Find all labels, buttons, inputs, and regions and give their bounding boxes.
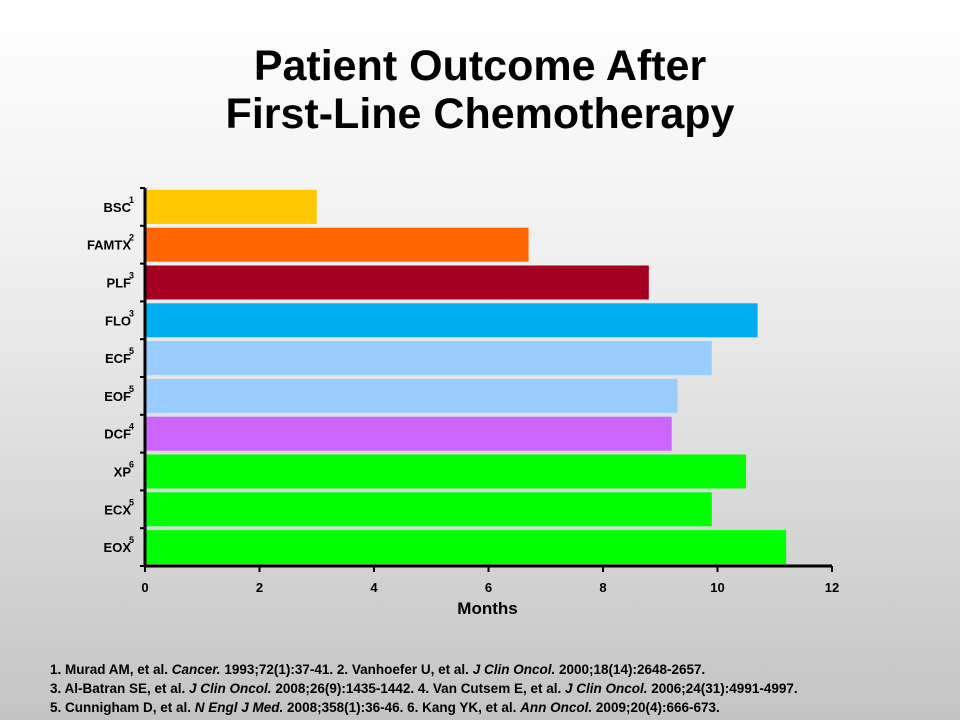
x-tick-label: 12 [825, 580, 839, 595]
reference-superscript: 5 [129, 535, 134, 545]
x-tick-label: 4 [370, 580, 378, 595]
reference-text: 1. Murad AM, et al. [50, 662, 172, 677]
reference-text: 5. Cunnigham D, et al. [50, 700, 195, 715]
title-line-1: Patient Outcome After [253, 42, 707, 90]
bar-dcf [145, 416, 672, 451]
reference-text: 2000;18(14):2648-2657. [555, 662, 706, 677]
category-label: ECX [104, 502, 131, 517]
bar-flo [145, 303, 758, 338]
x-tick-label: 0 [141, 580, 148, 595]
bar-ecx [145, 492, 712, 527]
reference-superscript: 3 [129, 271, 134, 281]
reference-text: 2008;358(1):36-46. 6. Kang YK, et al. [283, 700, 521, 715]
category-label: BSC [104, 200, 132, 215]
reference-superscript: 2 [129, 233, 134, 243]
reference-text: 2009;20(4):666-673. [592, 700, 720, 715]
category-label: XP [114, 465, 132, 480]
bar-ecf [145, 341, 712, 376]
x-tick-label: 6 [485, 580, 492, 595]
category-label: FLO [105, 313, 131, 328]
reference-line: 5. Cunnigham D, et al. N Engl J Med. 200… [50, 698, 950, 717]
bar-bsc [145, 189, 317, 224]
journal-name: Cancer. [171, 662, 221, 677]
reference-superscript: 5 [129, 384, 134, 394]
bar-xp [145, 454, 747, 489]
references: 1. Murad AM, et al. Cancer. 1993;72(1):3… [50, 660, 950, 717]
x-tick-label: 10 [710, 580, 724, 595]
category-label: EOX [104, 540, 132, 555]
reference-superscript: 3 [129, 308, 134, 318]
reference-text: 3. Al-Batran SE, et al. [50, 681, 190, 696]
bar-plf [145, 265, 649, 300]
bar-chart: BSC1FAMTX2PLF3FLO3ECF5EOF5DCF4XP6ECX5EOX… [87, 187, 839, 618]
category-label: EOF [104, 389, 131, 404]
journal-name: J Clin Oncol. [472, 662, 556, 677]
reference-superscript: 6 [129, 460, 134, 470]
x-tick-label: 8 [599, 580, 606, 595]
bar-famtx [145, 227, 529, 262]
reference-superscript: 5 [129, 497, 134, 507]
reference-line: 1. Murad AM, et al. Cancer. 1993;72(1):3… [50, 660, 950, 679]
reference-text: 2008;26(9):1435-1442. 4. Van Cutsem E, e… [271, 681, 565, 696]
category-label: ECF [105, 351, 131, 366]
reference-superscript: 4 [129, 422, 134, 432]
slide-title: Patient Outcome After First-Line Chemoth… [0, 42, 960, 138]
category-label: FAMTX [87, 238, 131, 253]
journal-name: J Clin Oncol. [189, 681, 272, 696]
x-axis-title: Months [457, 599, 517, 618]
reference-line: 3. Al-Batran SE, et al. J Clin Oncol. 20… [50, 679, 950, 698]
bar-eox [145, 530, 787, 565]
reference-text: 2006;24(31):4991-4997. [647, 681, 798, 696]
category-label: PLF [106, 276, 131, 291]
title-line-2: First-Line Chemotherapy [225, 90, 735, 138]
journal-name: J Clin Oncol. [564, 681, 648, 696]
category-label: DCF [104, 427, 131, 442]
journal-name: N Engl J Med. [194, 700, 284, 715]
reference-superscript: 5 [129, 346, 134, 356]
journal-name: Ann Oncol. [520, 700, 593, 715]
reference-superscript: 1 [129, 195, 134, 205]
reference-text: 1993;72(1):37-41. 2. Vanhoefer U, et al. [220, 662, 473, 677]
bar-eof [145, 378, 678, 413]
x-tick-label: 2 [256, 580, 263, 595]
